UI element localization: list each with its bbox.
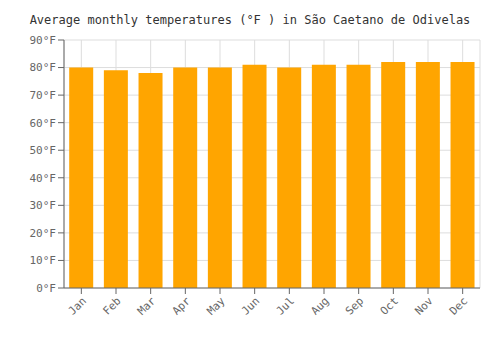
svg-text:Apr: Apr xyxy=(170,294,194,318)
svg-text:0°F: 0°F xyxy=(36,282,56,295)
svg-text:70°F: 70°F xyxy=(30,89,57,102)
svg-text:20°F: 20°F xyxy=(30,227,57,240)
svg-text:60°F: 60°F xyxy=(30,117,57,130)
svg-text:Jul: Jul xyxy=(274,294,297,317)
svg-text:Oct: Oct xyxy=(378,294,401,317)
svg-text:Aug: Aug xyxy=(308,294,331,317)
svg-text:Jan: Jan xyxy=(66,294,89,317)
svg-text:90°F: 90°F xyxy=(30,34,57,47)
svg-text:Nov: Nov xyxy=(412,294,436,318)
svg-text:Jun: Jun xyxy=(239,294,262,317)
svg-text:Dec: Dec xyxy=(447,294,470,317)
svg-text:May: May xyxy=(204,294,228,318)
svg-text:Sep: Sep xyxy=(343,294,366,317)
svg-text:50°F: 50°F xyxy=(30,144,57,157)
svg-text:Mar: Mar xyxy=(135,294,159,318)
svg-text:10°F: 10°F xyxy=(30,254,57,267)
svg-text:80°F: 80°F xyxy=(30,61,57,74)
svg-text:30°F: 30°F xyxy=(30,199,57,212)
svg-text:40°F: 40°F xyxy=(30,172,57,185)
svg-text:Feb: Feb xyxy=(100,294,123,317)
html-text:Average monthly temperatures (: Average monthly temperatures (°F ) in Sã… xyxy=(29,13,471,27)
